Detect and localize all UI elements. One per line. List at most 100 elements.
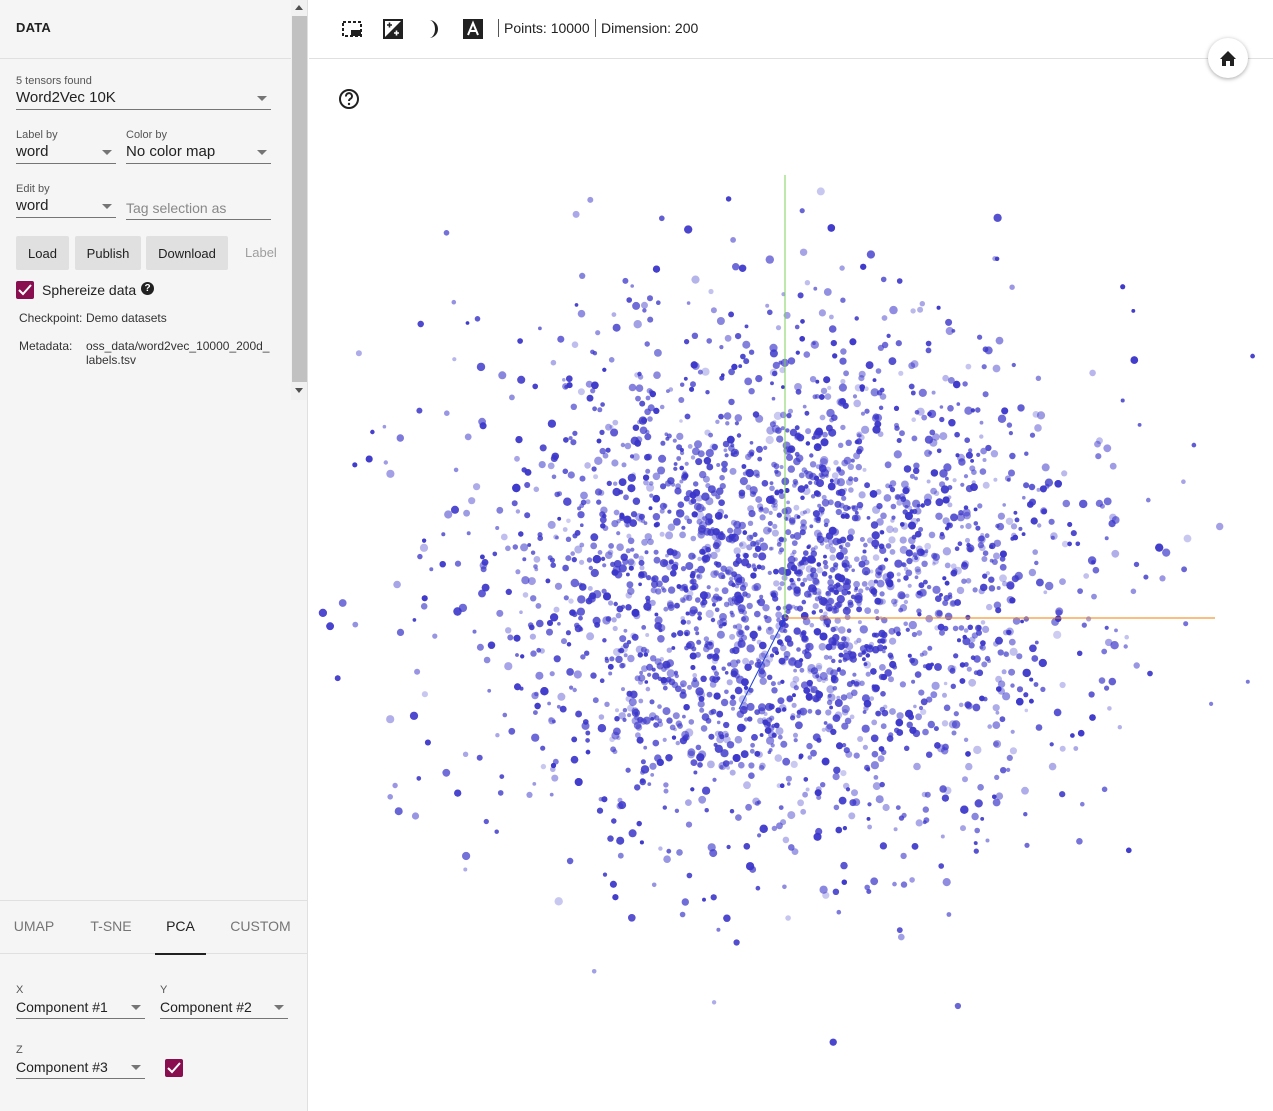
data-point[interactable] <box>729 769 736 776</box>
data-point[interactable] <box>859 537 865 542</box>
data-point[interactable] <box>812 695 820 703</box>
data-point[interactable] <box>640 571 648 578</box>
data-point[interactable] <box>625 604 632 611</box>
data-point[interactable] <box>611 459 619 467</box>
data-point[interactable] <box>804 648 810 654</box>
data-point[interactable] <box>673 518 681 526</box>
data-point[interactable] <box>816 567 823 574</box>
data-point[interactable] <box>839 265 845 271</box>
data-point[interactable] <box>607 835 614 842</box>
data-point[interactable] <box>1008 668 1016 676</box>
data-point[interactable] <box>860 411 866 416</box>
data-point[interactable] <box>989 544 994 549</box>
data-point[interactable] <box>941 794 950 802</box>
data-point[interactable] <box>645 595 651 601</box>
data-point[interactable] <box>916 518 921 522</box>
data-point[interactable] <box>910 544 916 550</box>
data-point[interactable] <box>865 586 870 591</box>
data-point[interactable] <box>857 652 863 658</box>
data-point[interactable] <box>856 606 862 613</box>
data-point[interactable] <box>835 582 841 588</box>
data-point[interactable] <box>727 527 734 534</box>
data-point[interactable] <box>866 817 871 821</box>
data-point[interactable] <box>838 659 842 663</box>
data-point[interactable] <box>462 751 469 757</box>
data-point[interactable] <box>696 503 705 513</box>
data-point[interactable] <box>533 486 540 493</box>
data-point[interactable] <box>695 597 701 603</box>
data-point[interactable] <box>1146 497 1151 503</box>
data-point[interactable] <box>698 696 705 702</box>
data-point[interactable] <box>1073 746 1079 751</box>
data-point[interactable] <box>818 643 827 651</box>
data-point[interactable] <box>701 492 710 501</box>
data-point[interactable] <box>338 599 347 607</box>
data-point[interactable] <box>641 301 648 309</box>
data-point[interactable] <box>777 681 782 686</box>
data-point[interactable] <box>899 545 908 554</box>
data-point[interactable] <box>667 586 676 594</box>
data-point[interactable] <box>673 727 677 732</box>
data-point[interactable] <box>648 481 654 486</box>
data-point[interactable] <box>730 237 736 243</box>
data-point[interactable] <box>866 250 876 259</box>
data-point[interactable] <box>690 361 698 369</box>
data-point[interactable] <box>691 679 700 688</box>
data-point[interactable] <box>792 483 797 488</box>
data-point[interactable] <box>1037 523 1042 528</box>
data-point[interactable] <box>844 614 851 621</box>
data-point[interactable] <box>749 748 755 754</box>
data-point[interactable] <box>738 761 745 769</box>
data-point[interactable] <box>611 818 617 824</box>
data-point[interactable] <box>847 506 851 510</box>
data-point[interactable] <box>748 510 756 518</box>
data-point[interactable] <box>618 489 624 495</box>
data-point[interactable] <box>676 849 683 856</box>
data-point[interactable] <box>776 822 783 830</box>
data-point[interactable] <box>505 627 512 634</box>
data-point[interactable] <box>763 614 768 620</box>
data-point[interactable] <box>936 305 941 310</box>
data-point[interactable] <box>716 676 721 681</box>
data-point[interactable] <box>804 651 812 660</box>
data-point[interactable] <box>690 535 697 542</box>
data-point[interactable] <box>896 278 903 284</box>
data-point[interactable] <box>681 525 686 530</box>
data-point[interactable] <box>900 852 907 860</box>
data-point[interactable] <box>417 553 423 560</box>
data-point[interactable] <box>628 565 634 571</box>
data-point[interactable] <box>1131 309 1136 313</box>
data-point[interactable] <box>833 607 840 614</box>
data-point[interactable] <box>563 437 569 443</box>
data-point[interactable] <box>958 625 965 631</box>
data-point[interactable] <box>796 647 801 652</box>
data-point[interactable] <box>511 500 518 507</box>
data-point[interactable] <box>662 685 668 691</box>
data-point[interactable] <box>852 672 857 677</box>
data-point[interactable] <box>982 458 987 462</box>
data-point[interactable] <box>625 523 630 528</box>
data-point[interactable] <box>783 628 788 634</box>
data-point[interactable] <box>1061 470 1068 477</box>
data-point[interactable] <box>968 678 977 687</box>
data-point[interactable] <box>699 707 705 713</box>
data-point[interactable] <box>1006 581 1015 590</box>
data-point[interactable] <box>930 487 937 495</box>
data-point[interactable] <box>775 611 783 619</box>
data-point[interactable] <box>748 449 755 456</box>
data-point[interactable] <box>888 654 894 660</box>
data-point[interactable] <box>1096 437 1103 445</box>
data-point[interactable] <box>654 349 662 357</box>
data-point[interactable] <box>666 669 675 678</box>
data-point[interactable] <box>782 836 790 844</box>
data-point[interactable] <box>616 735 621 741</box>
data-point[interactable] <box>708 432 713 438</box>
data-point[interactable] <box>907 583 912 588</box>
data-point[interactable] <box>864 386 869 392</box>
data-point[interactable] <box>562 468 569 475</box>
data-point[interactable] <box>842 826 848 831</box>
data-point[interactable] <box>812 603 819 610</box>
data-point[interactable] <box>774 470 782 477</box>
data-point[interactable] <box>707 518 714 524</box>
data-point[interactable] <box>860 387 865 392</box>
